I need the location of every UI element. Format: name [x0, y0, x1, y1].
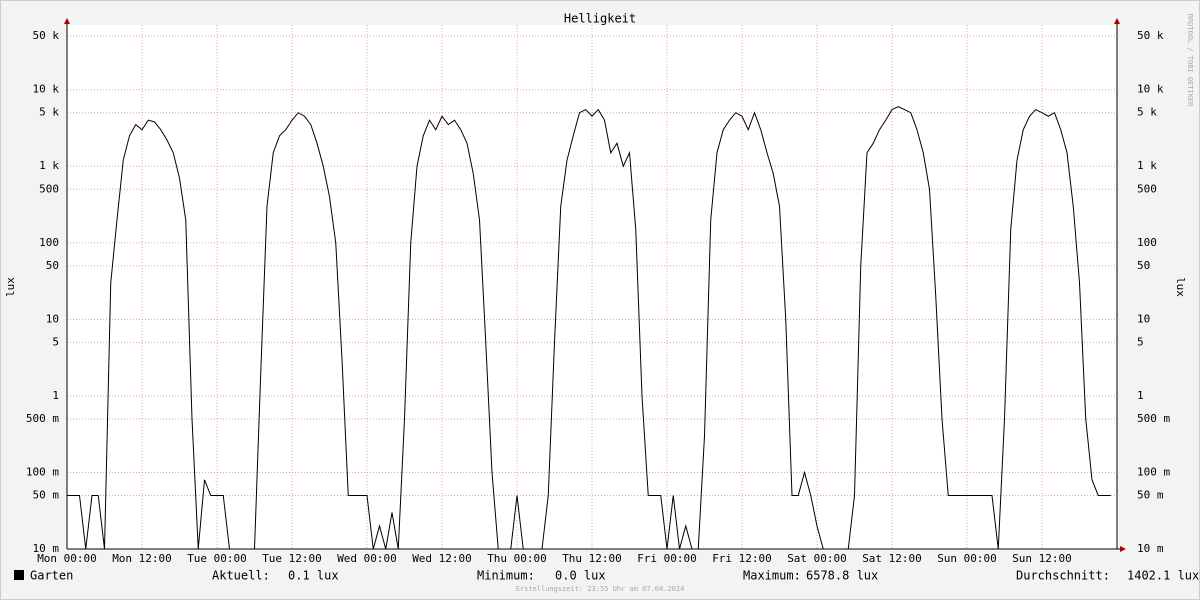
y-tick-label: 100 m	[26, 465, 59, 478]
y2-tick-label: 500	[1137, 182, 1157, 195]
x-tick-label: Wed 00:00	[337, 552, 397, 565]
y2-tick-label: 5 k	[1137, 106, 1157, 119]
axis-arrow	[64, 18, 70, 24]
y-tick-label: 1	[52, 389, 59, 402]
x-tick-label: Mon 12:00	[112, 552, 172, 565]
legend-label: Garten	[30, 569, 73, 583]
x-tick-label: Fri 12:00	[712, 552, 772, 565]
x-tick-label: Mon 00:00	[37, 552, 97, 565]
y2-tick-label: 10	[1137, 312, 1150, 325]
x-tick-label: Fri 00:00	[637, 552, 697, 565]
y2-tick-label: 5	[1137, 335, 1144, 348]
y2-tick-label: 10 k	[1137, 83, 1164, 96]
x-tick-label: Sat 12:00	[862, 552, 922, 565]
x-tick-label: Sun 12:00	[1012, 552, 1072, 565]
axis-arrow	[1114, 18, 1120, 24]
y2-tick-label: 100 m	[1137, 465, 1170, 478]
watermark: RRDTOOL / TOBI OETIKER	[1186, 14, 1194, 108]
x-tick-label: Thu 00:00	[487, 552, 547, 565]
y-tick-label: 50	[46, 259, 59, 272]
y-tick-label: 10 m	[33, 542, 60, 555]
x-tick-label: Sat 00:00	[787, 552, 847, 565]
y2-tick-label: 50	[1137, 259, 1150, 272]
y2-tick-label: 1	[1137, 389, 1144, 402]
y2-tick-label: 50 k	[1137, 29, 1164, 42]
y-tick-label: 5	[52, 335, 59, 348]
axis-arrow	[1120, 546, 1126, 552]
y-tick-label: 50 k	[33, 29, 60, 42]
x-tick-label: Sun 00:00	[937, 552, 997, 565]
y2-tick-label: 50 m	[1137, 488, 1164, 501]
legend-swatch	[14, 570, 24, 580]
stat-label: Durchschnitt:	[1016, 569, 1110, 583]
y-tick-label: 500	[39, 182, 59, 195]
y-axis-label: lux	[4, 277, 17, 297]
stat-value: 0.0 lux	[555, 569, 606, 583]
y-tick-label: 100	[39, 236, 59, 249]
y2-tick-label: 10 m	[1137, 542, 1164, 555]
y-tick-label: 50 m	[33, 488, 60, 501]
y2-tick-label: 1 k	[1137, 159, 1157, 172]
stat-value: 0.1 lux	[288, 569, 339, 583]
y-tick-label: 5 k	[39, 106, 59, 119]
stat-value: 6578.8 lux	[806, 569, 878, 583]
x-tick-label: Tue 12:00	[262, 552, 322, 565]
x-tick-label: Thu 12:00	[562, 552, 622, 565]
grid	[66, 25, 1117, 550]
y-tick-label: 500 m	[26, 412, 59, 425]
x-tick-label: Wed 12:00	[412, 552, 472, 565]
y-tick-label: 1 k	[39, 159, 59, 172]
stat-label: Aktuell:	[212, 569, 270, 583]
chart-title: Helligkeit	[564, 12, 636, 26]
y2-tick-label: 100	[1137, 236, 1157, 249]
stat-label: Minimum:	[477, 569, 535, 583]
stat-value: 1402.1 lux	[1127, 569, 1199, 583]
y-tick-label: 10 k	[33, 83, 60, 96]
footer: Erstellungszeit: 23:55 Uhr am 07.04.2024	[516, 585, 685, 593]
stat-label: Maximum:	[743, 569, 801, 583]
y-tick-label: 10	[46, 312, 59, 325]
y2-axis-label: lux	[1174, 277, 1187, 297]
x-tick-label: Tue 00:00	[187, 552, 247, 565]
y2-tick-label: 500 m	[1137, 412, 1170, 425]
